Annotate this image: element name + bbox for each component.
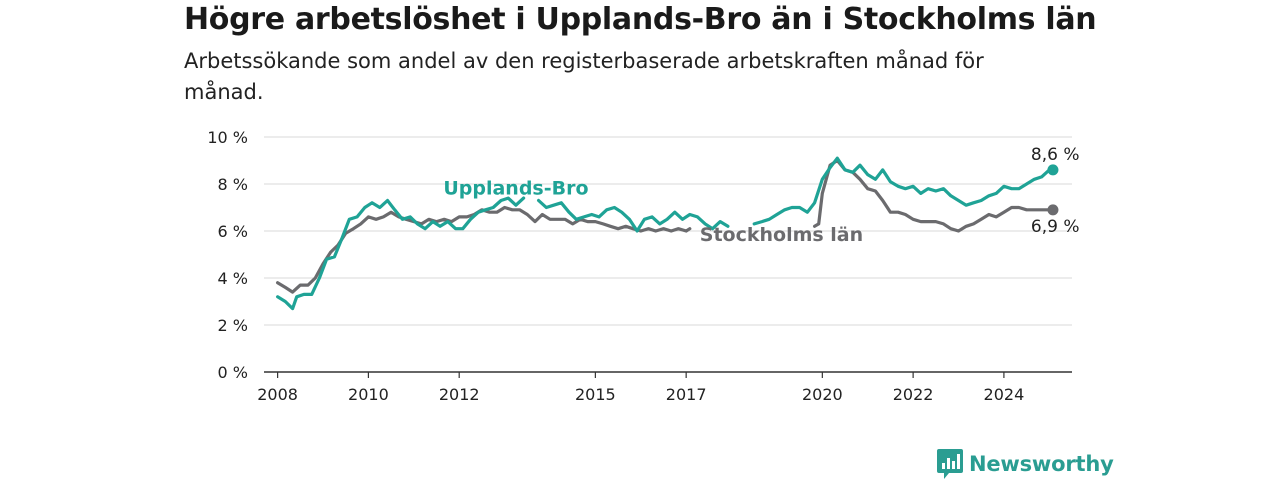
y-tick-label: 10 % — [207, 128, 248, 147]
brand-name: Newsworthy — [969, 452, 1114, 476]
newsworthy-logo[interactable]: Newsworthy — [936, 448, 1114, 480]
x-tick-label: 2008 — [257, 385, 298, 404]
end-value-label: 6,9 % — [1031, 217, 1080, 237]
chart-subtitle: Arbetssökande som andel av den registerb… — [184, 49, 984, 104]
series-line-stockholms-län — [276, 158, 1055, 294]
x-tick-label: 2015 — [575, 385, 616, 404]
x-tick-label: 2010 — [348, 385, 389, 404]
series-label: Upplands-Bro — [443, 178, 588, 200]
x-tick-label: 2012 — [439, 385, 480, 404]
chart-title: Högre arbetslöshet i Upplands-Bro än i S… — [184, 2, 1097, 37]
y-tick-label: 4 % — [218, 269, 248, 288]
y-tick-label: 8 % — [218, 175, 248, 194]
series-label: Stockholms län — [700, 224, 863, 246]
x-tick-label: 2020 — [802, 385, 843, 404]
x-tick-label: 2022 — [893, 385, 934, 404]
y-tick-label: 2 % — [218, 316, 248, 335]
end-point-stockholms-län — [1047, 204, 1059, 216]
end-value-label: 8,6 % — [1031, 145, 1080, 165]
series-line-upplands-bro — [276, 156, 1055, 311]
y-tick-label: 0 % — [218, 363, 248, 382]
x-tick-label: 2017 — [666, 385, 707, 404]
newsworthy-logo-icon — [937, 449, 963, 479]
end-point-upplands-bro — [1047, 164, 1059, 176]
x-tick-label: 2024 — [984, 385, 1025, 404]
y-tick-label: 6 % — [218, 222, 248, 241]
